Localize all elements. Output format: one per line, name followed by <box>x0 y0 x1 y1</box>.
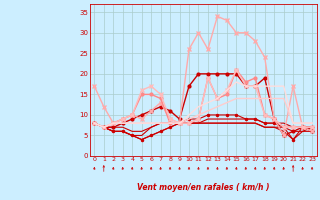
Text: Vent moyen/en rafales ( km/h ): Vent moyen/en rafales ( km/h ) <box>137 183 269 192</box>
